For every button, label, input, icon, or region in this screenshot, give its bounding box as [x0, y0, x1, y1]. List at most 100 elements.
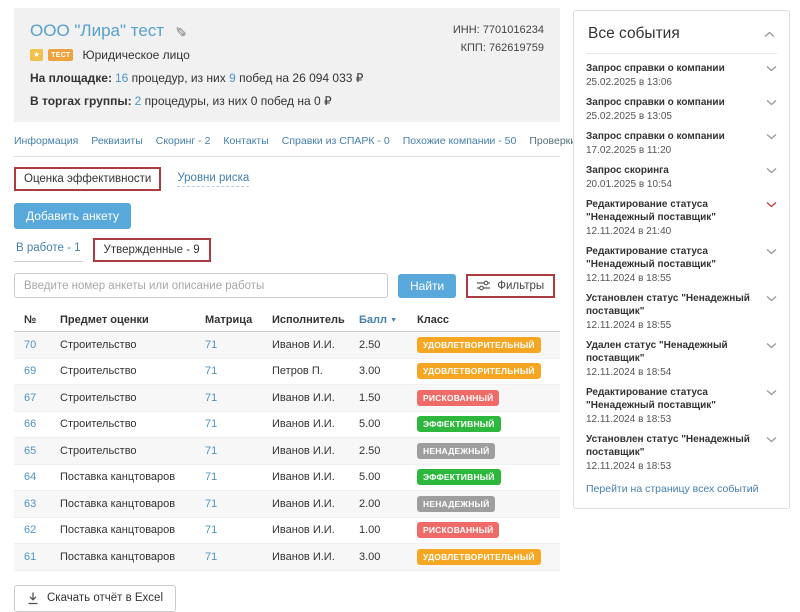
search-row: Найти Фильтры	[14, 273, 560, 298]
table-row: 65 Строительство 71 Иванов И.И. 2.50 НЕН…	[14, 438, 560, 465]
company-codes: ИНН: 7701016234 КПП: 762619759	[453, 21, 544, 57]
entity-type-label: Юридическое лицо	[82, 48, 190, 62]
event-item[interactable]: Запрос скоринга 20.01.2025 в 10:54	[586, 156, 777, 190]
event-item[interactable]: Запрос справки о компании 25.02.2025 в 1…	[586, 88, 777, 122]
row-num-link[interactable]: 65	[24, 444, 37, 457]
chevron-down-icon[interactable]	[766, 167, 777, 174]
kpp-row: КПП: 762619759	[453, 39, 544, 57]
chevron-down-icon[interactable]	[766, 295, 777, 302]
class-badge: УДОВЛЕТВОРИТЕЛЬНЫЙ	[417, 336, 541, 353]
matrix-link[interactable]: 71	[205, 365, 218, 378]
row-num-link[interactable]: 61	[24, 550, 37, 563]
company-nav-tabs: Информация Реквизиты Скоринг - 2 Контакт…	[14, 135, 633, 157]
download-excel-button[interactable]: Скачать отчёт в Excel	[14, 584, 177, 612]
event-title: Редактирование статуса "Ненадежный поста…	[586, 199, 717, 223]
platform-stats-line: На площадке: 16 процедур, из них 9 побед …	[30, 71, 364, 85]
event-item[interactable]: Редактирование статуса "Ненадежный поста…	[586, 378, 777, 425]
matrix-link[interactable]: 71	[205, 550, 218, 563]
row-num-link[interactable]: 66	[24, 418, 37, 431]
class-badge: НЕНАДЕЖНЫЙ	[417, 495, 496, 512]
table-row: 67 Строительство 71 Иванов И.И. 1.50 РИС…	[14, 385, 560, 412]
event-title: Редактирование статуса "Ненадежный поста…	[586, 246, 717, 270]
status-tabs: В работе - 1 Утвержденные - 9	[14, 238, 560, 262]
main-column: ИНН: 7701016234 КПП: 762619759 ООО "Лира…	[14, 8, 633, 612]
sort-desc-icon: ▼	[390, 317, 397, 324]
event-item[interactable]: Редактирование статуса "Ненадежный поста…	[586, 190, 777, 237]
tab-requisites[interactable]: Реквизиты	[91, 135, 143, 147]
class-badge: РИСКОВАННЫЙ	[417, 522, 500, 539]
tab-similar-companies[interactable]: Похожие компании - 50	[402, 135, 517, 147]
chevron-down-icon[interactable]	[766, 201, 777, 208]
class-badge: ЭФФЕКТИВНЫЙ	[417, 416, 501, 433]
event-item[interactable]: Установлен статус "Ненадежный поставщик"…	[586, 425, 777, 472]
matrix-link[interactable]: 71	[205, 524, 218, 537]
test-badge: ТЕСТ	[48, 49, 74, 61]
chevron-down-icon[interactable]	[766, 436, 777, 443]
edit-company-icon[interactable]: ✎	[172, 25, 189, 37]
col-header-num: №	[24, 314, 37, 326]
chevron-down-icon[interactable]	[766, 342, 777, 349]
event-item[interactable]: Удален статус "Ненадежный поставщик" 12.…	[586, 331, 777, 378]
subtab-efficiency-rating[interactable]: Оценка эффективности	[14, 167, 162, 191]
col-header-subject: Предмет оценки	[60, 314, 149, 326]
row-num-link[interactable]: 63	[24, 497, 37, 510]
inn-label: ИНН:	[452, 24, 480, 36]
event-item[interactable]: Запрос справки о компании 25.02.2025 в 1…	[586, 54, 777, 88]
search-input[interactable]	[14, 273, 388, 298]
matrix-link[interactable]: 71	[205, 444, 218, 457]
platform-stats-label: На площадке:	[30, 71, 112, 85]
table-header-row: № Предмет оценки Матрица Исполнитель Бал…	[14, 309, 560, 332]
collapse-chevron-up-icon[interactable]	[764, 31, 775, 38]
event-title: Удален статус "Ненадежный поставщик"	[586, 340, 728, 364]
col-header-executor: Исполнитель	[272, 314, 345, 326]
row-num-link[interactable]: 67	[24, 391, 37, 404]
matrix-link[interactable]: 71	[205, 418, 218, 431]
company-header-card: ИНН: 7701016234 КПП: 762619759 ООО "Лира…	[14, 8, 560, 122]
tab-scoring[interactable]: Скоринг - 2	[155, 135, 211, 147]
chevron-down-icon[interactable]	[766, 133, 777, 140]
row-num-link[interactable]: 69	[24, 365, 37, 378]
matrix-link[interactable]: 71	[205, 471, 218, 484]
col-header-class: Класс	[417, 314, 450, 326]
event-title: Запрос справки о компании	[586, 97, 725, 108]
tab-contacts[interactable]: Контакты	[223, 135, 269, 147]
group-stats-label: В торгах группы:	[30, 94, 132, 108]
filters-button[interactable]: Фильтры	[466, 273, 556, 298]
matrix-link[interactable]: 71	[205, 338, 218, 351]
table-row: 64 Поставка канцтоваров 71 Иванов И.И. 5…	[14, 465, 560, 491]
chevron-down-icon[interactable]	[766, 65, 777, 72]
group-stats-line: В торгах группы: 2 процедуры, из них 0 по…	[30, 94, 332, 108]
chevron-down-icon[interactable]	[766, 248, 777, 255]
event-item[interactable]: Установлен статус "Ненадежный поставщик"…	[586, 284, 777, 331]
event-title: Запрос справки о компании	[586, 131, 725, 142]
find-button[interactable]: Найти	[398, 273, 457, 298]
row-num-link[interactable]: 64	[24, 471, 37, 484]
row-num-link[interactable]: 62	[24, 524, 37, 537]
matrix-link[interactable]: 71	[205, 497, 218, 510]
event-title: Установлен статус "Ненадежный поставщик"	[586, 434, 750, 458]
inn-row: ИНН: 7701016234	[453, 21, 544, 39]
tab-spark-reports[interactable]: Справки из СПАРК - 0	[281, 135, 390, 147]
all-events-link[interactable]: Перейти на страницу всех событий	[586, 483, 759, 495]
row-num-link[interactable]: 70	[24, 338, 37, 351]
event-date: 12.11.2024 в 21:40	[586, 226, 672, 237]
matrix-link[interactable]: 71	[205, 391, 218, 404]
tab-approved[interactable]: Утвержденные - 9	[92, 238, 211, 262]
subtab-risk-levels[interactable]: Уровни риска	[177, 172, 250, 187]
chevron-down-icon[interactable]	[766, 99, 777, 106]
event-item[interactable]: Редактирование статуса "Ненадежный поста…	[586, 237, 777, 284]
add-questionnaire-button[interactable]: Добавить анкету	[14, 203, 131, 229]
event-item[interactable]: Запрос справки о компании 17.02.2025 в 1…	[586, 122, 777, 156]
chevron-down-icon[interactable]	[766, 389, 777, 396]
class-badge: УДОВЛЕТВОРИТЕЛЬНЫЙ	[417, 363, 541, 380]
class-badge: ЭФФЕКТИВНЫЙ	[417, 469, 501, 486]
col-header-score-sort[interactable]: Балл ▼	[359, 314, 397, 326]
event-date: 12.11.2024 в 18:55	[586, 320, 672, 331]
class-badge: УДОВЛЕТВОРИТЕЛЬНЫЙ	[417, 548, 541, 565]
table-row: 69 Строительство 71 Петров П. 3.00 УДОВЛ…	[14, 359, 560, 385]
event-title: Запрос скоринга	[586, 165, 669, 176]
company-badges-row: ★ ТЕСТ Юридическое лицо	[30, 48, 544, 62]
tab-information[interactable]: Информация	[14, 135, 79, 147]
event-title: Редактирование статуса "Ненадежный поста…	[586, 387, 717, 411]
tab-in-work[interactable]: В работе - 1	[14, 238, 83, 262]
